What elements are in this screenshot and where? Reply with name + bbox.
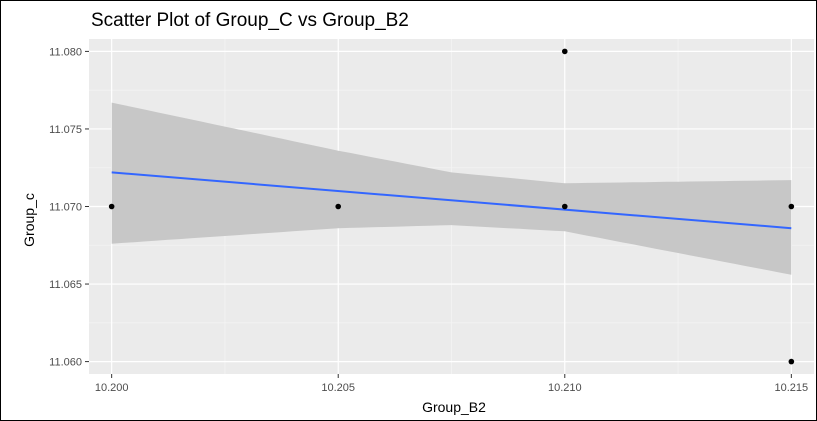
data-point [108, 203, 115, 210]
x-tick-label: 10.215 [775, 382, 809, 394]
chart-title: Scatter Plot of Group_C vs Group_B2 [91, 10, 409, 31]
data-point [335, 203, 342, 210]
y-tick-label: 11.060 [49, 357, 82, 369]
x-tick-label: 10.200 [95, 382, 129, 394]
y-axis-ticks: 11.060 11.065 11.070 11.075 11.080 [49, 46, 89, 369]
x-tick-label: 10.210 [548, 382, 582, 394]
y-tick-label: 11.065 [49, 279, 82, 291]
data-point [788, 358, 795, 365]
x-axis-title: Group_B2 [422, 399, 486, 415]
y-tick-label: 11.075 [49, 124, 82, 136]
y-tick-label: 11.070 [49, 202, 82, 214]
data-point [561, 203, 568, 210]
y-tick-label: 11.080 [49, 46, 82, 58]
data-point [561, 48, 568, 55]
x-axis-ticks: 10.200 10.205 10.210 10.215 [95, 374, 808, 394]
data-point [788, 203, 795, 210]
data-points [108, 48, 795, 365]
trend-line [111, 171, 792, 230]
x-tick-label: 10.205 [321, 382, 355, 394]
y-axis-title: Group_c [21, 193, 37, 247]
confidence-band [111, 102, 792, 275]
